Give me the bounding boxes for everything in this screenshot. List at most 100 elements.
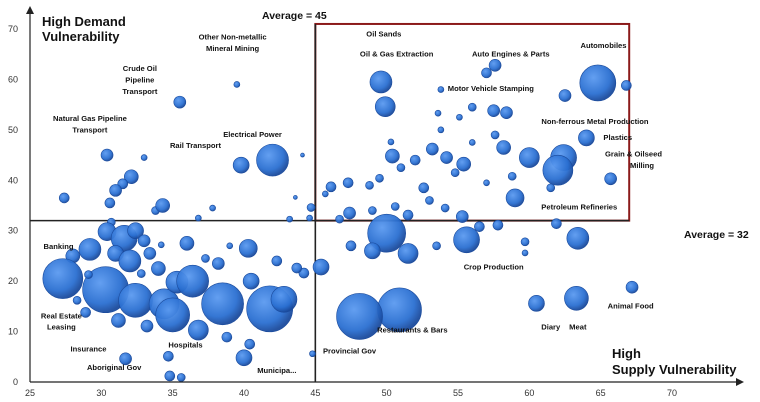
bubble [226,242,234,250]
x-tick-label: 70 [667,388,677,398]
y-tick-label: 70 [8,24,18,34]
bubble [396,163,406,172]
x-tick-label: 30 [96,388,106,398]
point-label: Banking [44,242,74,251]
point-label: Other Non-metallic [199,33,267,42]
bubble [179,236,195,251]
bubble [72,296,82,305]
bubble [244,338,256,350]
bubble [238,239,258,258]
y-tick-label: 30 [8,226,18,236]
bubble [578,129,595,147]
y-tick-label: 0 [13,377,18,387]
bubble [434,109,442,117]
point-label: Mineral Mining [206,44,260,53]
bubble [521,249,529,257]
bubble [155,297,190,333]
bubble [488,59,502,72]
bubble [212,257,225,270]
point-label: Non-ferrous Metal Production [541,117,649,126]
bubble [188,319,209,341]
bubble [209,204,216,212]
bubble [42,258,84,299]
bubble [365,181,374,190]
point-label: Transport [122,87,157,96]
x-axis-arrow [736,378,744,386]
bubble [176,264,209,298]
point-label: Auto Engines & Parts [472,50,550,59]
y-axis-title-line1: High Demand [42,14,126,29]
y-axis-arrow [26,6,34,14]
bubble [306,214,313,222]
y-tick-label: 50 [8,125,18,135]
point-label: Automobiles [581,41,627,50]
axes-layer [26,6,744,386]
point-label: Hospitals [168,341,202,350]
bubble [143,247,157,260]
bubble [453,226,480,254]
point-label: Provincial Gov [323,346,377,355]
average-x-label: Average = 45 [262,10,327,22]
bubble [496,140,511,155]
bubble [58,192,70,204]
bubble [375,173,384,183]
bubble [507,171,517,181]
point-label: Animal Food [608,301,654,310]
titles: High Demand Vulnerability High Supply Vu… [42,10,749,377]
bubble [519,147,540,168]
average-y-label: Average = 32 [684,229,749,241]
bubble [342,177,354,189]
point-label: Restaurants & Bars [377,326,447,335]
bubble [546,183,556,193]
bubble [291,262,303,274]
y-tick-label: 10 [8,327,18,337]
bubble [481,67,492,79]
x-tick-label: 25 [25,388,35,398]
bubble [385,148,400,164]
bubble [336,293,383,340]
point-label: Rail Transport [170,141,222,150]
bubble [104,197,116,209]
bubble [232,156,250,174]
bubble [520,237,530,247]
bubble [579,64,617,102]
point-label: Grain & Oilseed [605,150,662,159]
point-label: Diary [541,323,561,332]
bubble [437,126,445,134]
point-label: Meat [569,323,587,332]
bubble [402,209,414,221]
tick-labels: 25 30 35 40 45 50 55 60 65 70 0 10 20 30 40 50 60 70 [8,24,677,398]
bubble [367,213,406,253]
point-label: Plastics [603,133,632,142]
bubble [164,370,176,382]
bubble [418,182,430,194]
point-label: Milling [630,161,654,170]
y-axis-title-line2: Vulnerability [42,29,120,44]
y-tick-label: 20 [8,276,18,286]
bubble [387,138,395,146]
bubble [343,206,356,220]
bubble [256,143,289,177]
x-tick-label: 45 [310,388,320,398]
y-tick-label: 40 [8,175,18,185]
bubble [201,254,210,263]
point-label: Aboriginal Gov [87,363,142,372]
bubble [80,307,91,318]
bubble [425,196,434,205]
point-label: Oil & Gas Extraction [360,50,434,59]
bubble [542,154,574,186]
bubble [140,154,148,161]
bubble [467,102,477,112]
bubble [604,172,617,186]
bubble [450,168,460,178]
x-tick-label: 40 [239,388,249,398]
bubble [78,238,102,261]
bubble [440,151,453,164]
bubble [625,280,639,294]
x-tick-label: 60 [524,388,534,398]
bubble [409,154,421,166]
bubble [242,272,260,290]
bubble [195,214,202,222]
bubble [325,181,337,193]
